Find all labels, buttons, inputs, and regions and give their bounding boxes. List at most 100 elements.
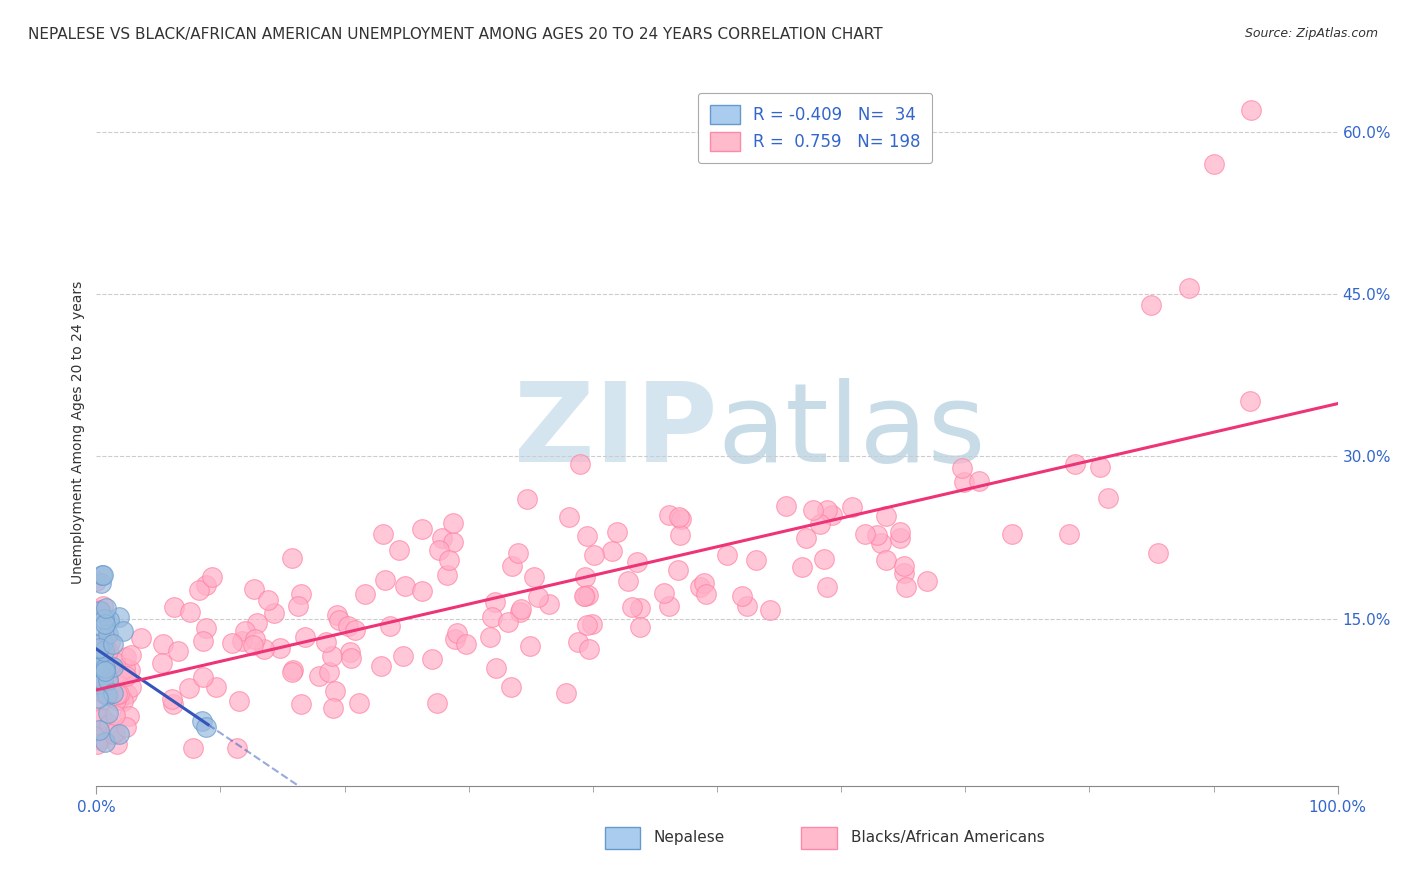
Point: [89, 659, 111, 673]
Point: [745, 553, 768, 567]
Point: [290, 587, 312, 601]
Point: [87, 731, 110, 745]
Point: [574, 570, 596, 584]
Point: [444, 632, 467, 646]
Point: [411, 522, 433, 536]
Point: [263, 606, 285, 620]
Point: [93, 661, 115, 675]
Point: [336, 619, 359, 633]
Point: [89, 604, 111, 618]
Point: [152, 656, 174, 670]
Point: [668, 509, 690, 524]
Point: [669, 527, 692, 541]
Point: [191, 714, 214, 729]
Point: [758, 603, 780, 617]
Point: [86, 643, 108, 657]
Point: [896, 580, 918, 594]
Point: [658, 599, 681, 614]
Point: [875, 509, 897, 524]
Point: [86, 737, 108, 751]
Point: [606, 524, 628, 539]
Point: [256, 592, 278, 607]
Point: [228, 694, 250, 708]
Point: [86, 680, 108, 694]
Point: [242, 582, 264, 596]
Point: [1140, 298, 1163, 312]
Point: [100, 635, 122, 649]
Point: [104, 667, 127, 681]
Point: [287, 599, 309, 613]
Point: [86, 659, 108, 673]
Point: [290, 697, 312, 711]
Point: [509, 605, 531, 619]
Point: [253, 641, 276, 656]
Point: [115, 669, 138, 683]
Point: [869, 536, 891, 550]
Point: [516, 491, 538, 506]
Point: [1088, 459, 1111, 474]
Point: [90, 576, 112, 591]
Point: [91, 568, 114, 582]
Point: [427, 543, 450, 558]
Point: [308, 669, 330, 683]
Point: [89, 733, 111, 747]
Point: [108, 727, 131, 741]
Point: [628, 600, 651, 615]
Point: [108, 687, 131, 701]
Point: [322, 701, 344, 715]
Point: [411, 583, 433, 598]
Point: [600, 544, 623, 558]
Point: [97, 706, 120, 720]
Point: [294, 630, 316, 644]
Text: ZIP: ZIP: [513, 378, 717, 485]
Point: [626, 554, 648, 568]
Point: [93, 616, 115, 631]
Point: [420, 652, 443, 666]
Point: [177, 681, 200, 695]
Point: [695, 587, 717, 601]
Point: [343, 623, 366, 637]
Point: [813, 552, 835, 566]
Point: [354, 587, 377, 601]
Point: [96, 600, 118, 615]
Point: [179, 605, 201, 619]
Point: [245, 616, 267, 631]
Point: [484, 595, 506, 609]
Text: atlas: atlas: [717, 378, 986, 485]
Point: [187, 582, 209, 597]
Point: [430, 532, 453, 546]
Point: [201, 570, 224, 584]
Point: [91, 635, 114, 649]
Point: [371, 526, 394, 541]
Point: [91, 568, 114, 582]
Point: [108, 691, 131, 706]
Point: [181, 741, 204, 756]
Point: [953, 475, 976, 489]
Point: [616, 574, 638, 589]
Point: [737, 599, 759, 613]
Point: [94, 664, 117, 678]
Point: [86, 710, 108, 724]
Point: [574, 589, 596, 603]
Point: [370, 658, 392, 673]
Point: [537, 597, 560, 611]
Point: [815, 503, 838, 517]
Point: [436, 567, 458, 582]
Point: [801, 503, 824, 517]
Point: [97, 613, 120, 627]
Point: [576, 618, 599, 632]
Point: [325, 684, 347, 698]
Point: [437, 553, 460, 567]
Point: [889, 525, 911, 540]
Point: [191, 634, 214, 648]
Point: [853, 526, 876, 541]
Point: [583, 548, 606, 562]
Point: [97, 672, 120, 686]
Point: [889, 531, 911, 545]
Point: [730, 589, 752, 603]
Point: [118, 663, 141, 677]
Point: [280, 665, 302, 680]
Point: [340, 651, 363, 665]
Legend: R = -0.409   N=  34, R =  0.759   N= 198: R = -0.409 N= 34, R = 0.759 N= 198: [697, 93, 932, 163]
Point: [446, 626, 468, 640]
